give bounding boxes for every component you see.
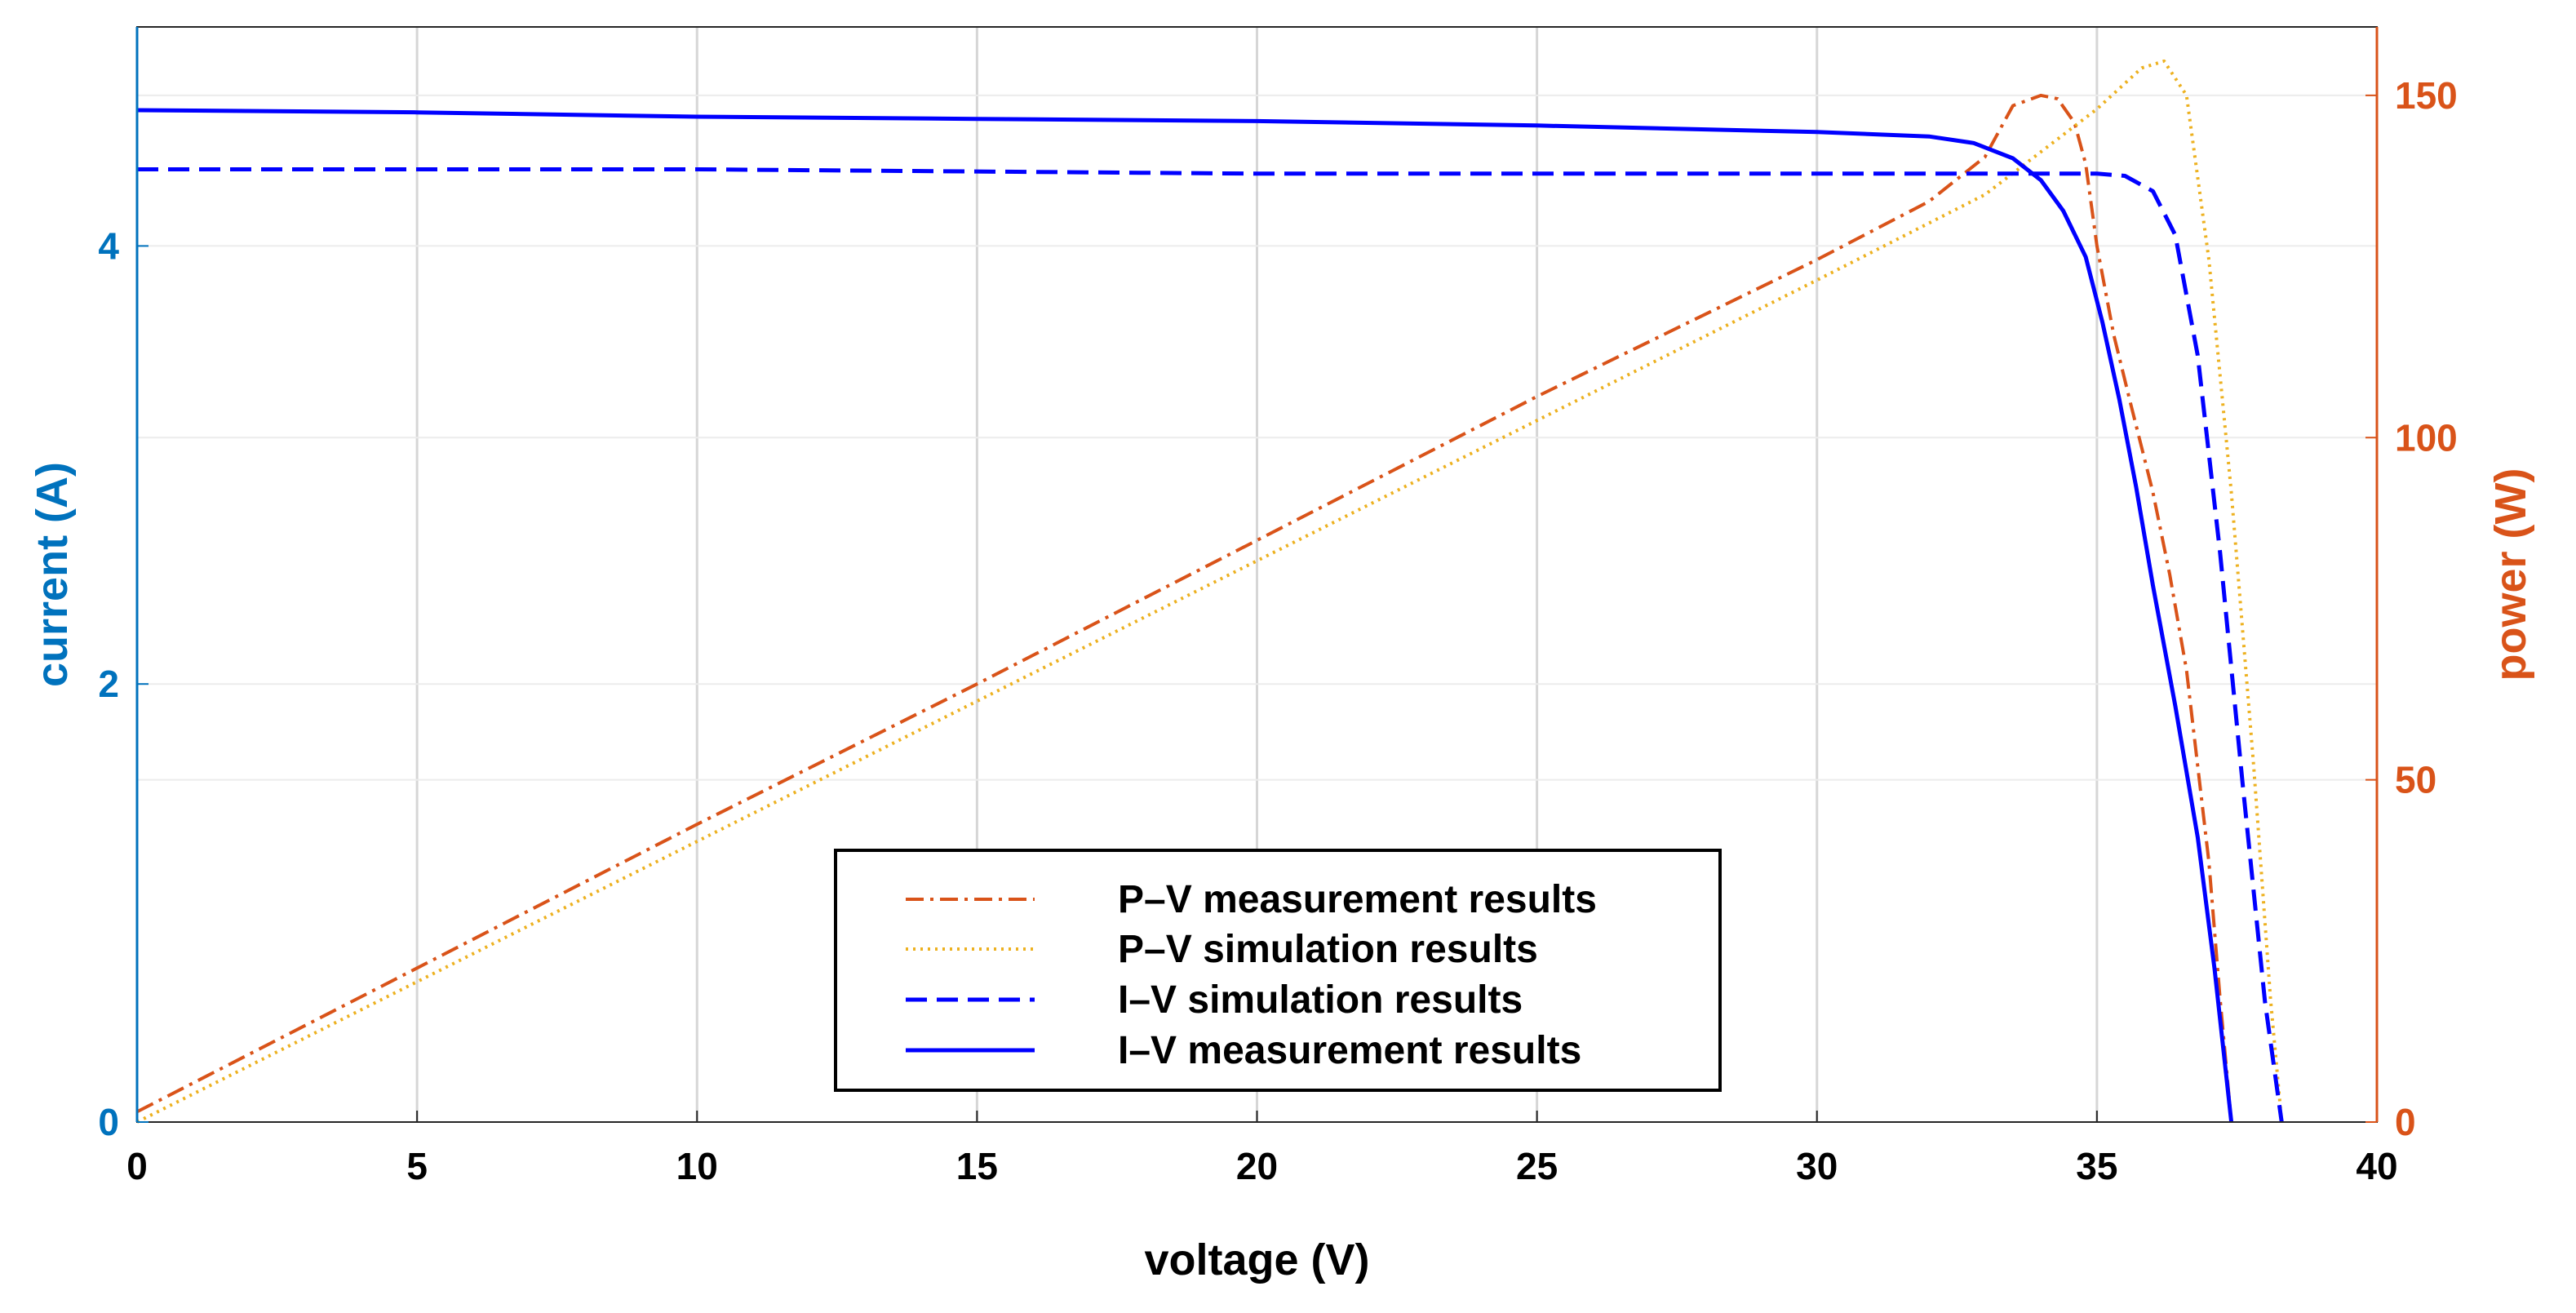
y-axis-label-right: power (W) <box>2486 468 2535 681</box>
y-left-tick-label: 4 <box>98 224 119 267</box>
series-line-p-v-measurement-results <box>136 93 2233 1123</box>
y-right-tick-label: 0 <box>2395 1101 2416 1143</box>
legend-label-pv-measurement: P–V measurement results <box>1118 878 1597 921</box>
legend: P–V measurement results P–V simulation r… <box>834 849 1722 1092</box>
y-left-tick-label: 2 <box>98 663 119 705</box>
y-axis-label-left: current (A) <box>28 462 77 687</box>
y-right-tick-label: 150 <box>2395 74 2458 117</box>
x-tick-label: 15 <box>956 1145 998 1187</box>
series-line-i-v-measurement-results <box>136 108 2234 1123</box>
legend-label-pv-simulation: P–V simulation results <box>1118 928 1538 971</box>
series-layer <box>136 59 2284 1124</box>
x-tick-label: 40 <box>2356 1145 2397 1187</box>
x-tick-label: 10 <box>676 1145 718 1187</box>
y-left-tick-label: 0 <box>98 1101 119 1143</box>
x-axis-label: voltage (V) <box>1144 1235 1369 1284</box>
series-line-i-v-simulation-results <box>137 167 2284 1123</box>
y-right-tick-label: 50 <box>2395 759 2436 801</box>
x-tick-label: 25 <box>1516 1145 1558 1187</box>
y-right-tick-label: 100 <box>2395 416 2458 459</box>
x-tick-label: 20 <box>1236 1145 1278 1187</box>
legend-label-iv-measurement: I–V measurement results <box>1118 1029 1581 1072</box>
x-tick-label: 35 <box>2076 1145 2117 1187</box>
x-tick-label: 0 <box>126 1145 148 1187</box>
grid <box>135 27 2379 1122</box>
x-tick-label: 30 <box>1796 1145 1838 1187</box>
legend-label-iv-simulation: I–V simulation results <box>1118 978 1523 1022</box>
x-tick-label: 5 <box>406 1145 428 1187</box>
